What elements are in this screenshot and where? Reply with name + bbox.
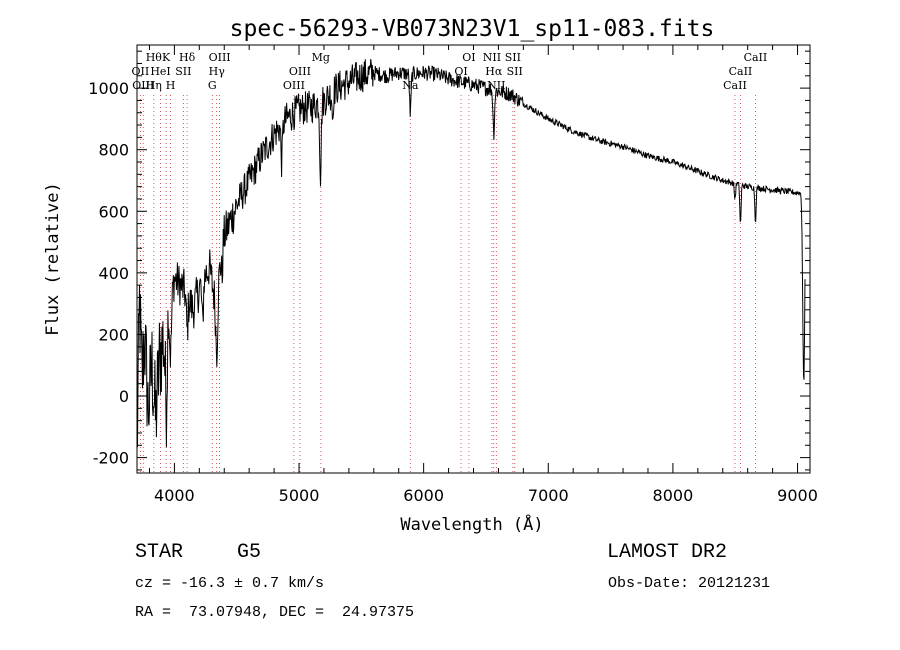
x-tick-label: 9000 <box>777 486 818 505</box>
spectrum-chart: spec-56293-VB073N23V1_sp11-083.fits HθHe… <box>43 16 818 535</box>
line-label: CaII <box>744 51 768 64</box>
line-label: SII <box>505 51 521 64</box>
x-tick-label: 4000 <box>154 486 195 505</box>
y-tick-label: -200 <box>93 449 129 468</box>
y-tick-label: 800 <box>98 141 129 160</box>
line-label: OI <box>454 65 467 78</box>
plot-frame <box>136 44 811 474</box>
y-tick-label: 200 <box>98 325 129 344</box>
line-label: CaII <box>723 79 747 92</box>
line-label: G <box>208 79 217 92</box>
line-label: K <box>162 51 171 64</box>
line-label: Hθ <box>146 51 163 64</box>
y-axis-label: Flux (relative) <box>43 182 63 336</box>
line-label: HeI <box>150 65 170 78</box>
chart-title: spec-56293-VB073N23V1_sp11-083.fits <box>230 16 715 42</box>
object-class: STAR <box>135 541 184 564</box>
y-tick-label: 1000 <box>88 79 129 98</box>
line-label: H <box>166 79 176 92</box>
y-axis: -200 0 200 400 600 800 1000 <box>88 50 810 471</box>
line-label: CaII <box>729 65 753 78</box>
line-label: Mg <box>312 51 330 64</box>
line-label: OIII <box>283 79 305 92</box>
coordinates-text: RA = 73.07948, DEC = 24.97375 <box>135 604 415 621</box>
line-label: NII <box>487 79 505 92</box>
obs-date-text: Obs-Date: 20121231 <box>608 575 771 592</box>
spectral-line-markers <box>139 95 756 473</box>
y-tick-label: 600 <box>98 202 129 221</box>
x-tick-label: 8000 <box>653 486 694 505</box>
y-tick-label: 0 <box>119 387 129 406</box>
x-axis-label: Wavelength (Å) <box>400 513 543 535</box>
line-label: Hη <box>146 79 162 92</box>
y-tick-label: 400 <box>98 264 129 283</box>
line-label: OII <box>132 65 150 78</box>
survey-name: LAMOST DR2 <box>607 541 728 564</box>
line-label: SII <box>175 65 191 78</box>
object-subclass: G5 <box>237 541 262 564</box>
x-tick-label: 5000 <box>279 486 320 505</box>
x-tick-label: 6000 <box>403 486 444 505</box>
line-label: Hγ <box>209 65 226 78</box>
line-label: NII <box>483 51 501 64</box>
line-label: OIII <box>132 79 154 92</box>
line-label: OI <box>462 51 475 64</box>
line-label: OIII <box>289 65 311 78</box>
line-label: OIII <box>209 51 231 64</box>
spectrum-line <box>136 58 806 448</box>
line-label: Na <box>402 79 419 92</box>
x-axis: 4000 5000 6000 7000 8000 9000 <box>148 45 818 505</box>
line-label: Hδ <box>179 51 196 64</box>
redshift-text: cz = -16.3 ± 0.7 km/s <box>135 575 325 592</box>
x-tick-label: 7000 <box>528 486 569 505</box>
line-label: Hα <box>485 65 503 78</box>
line-label: SII <box>507 65 523 78</box>
